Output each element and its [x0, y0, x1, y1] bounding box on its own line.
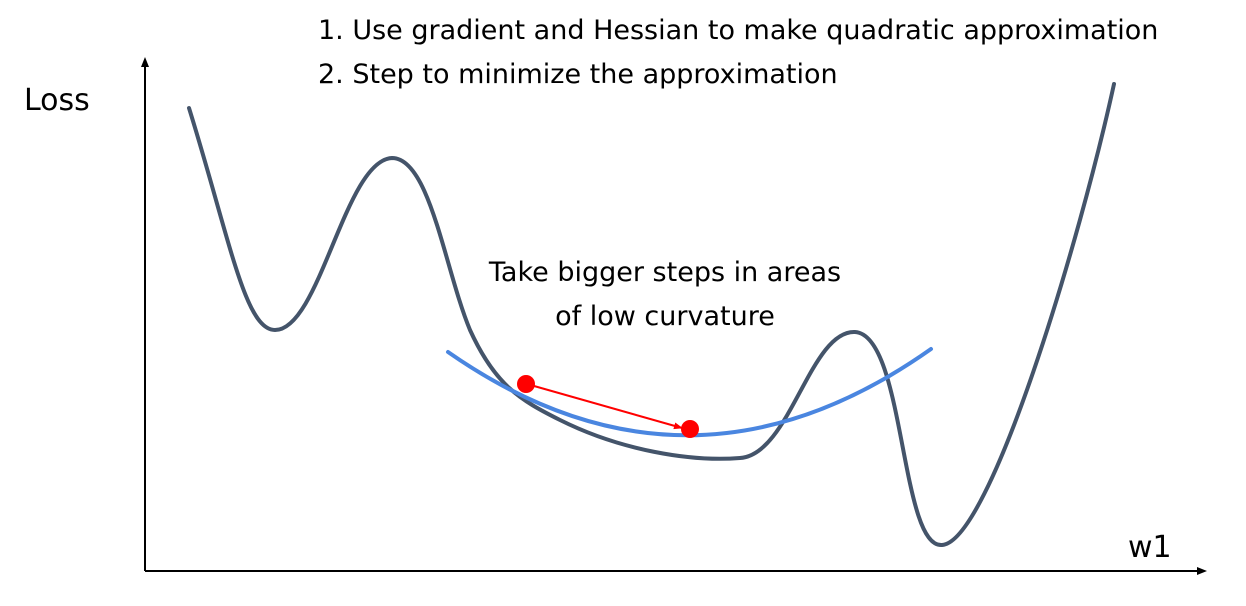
loss-curve: [187, 82, 1116, 548]
step-1-text: 1. Use gradient and Hessian to make quad…: [318, 15, 1159, 46]
annotation-line-1: Take bigger steps in areas: [488, 257, 842, 288]
annotation-line-2: of low curvature: [555, 301, 775, 332]
start-point: [517, 375, 535, 393]
step-2-text: 2. Step to minimize the approximation: [318, 59, 838, 90]
x-axis-label: w1: [1128, 530, 1172, 565]
step-arrow: [526, 383, 683, 430]
end-point: [681, 420, 699, 438]
y-axis-label: Loss: [24, 83, 90, 118]
